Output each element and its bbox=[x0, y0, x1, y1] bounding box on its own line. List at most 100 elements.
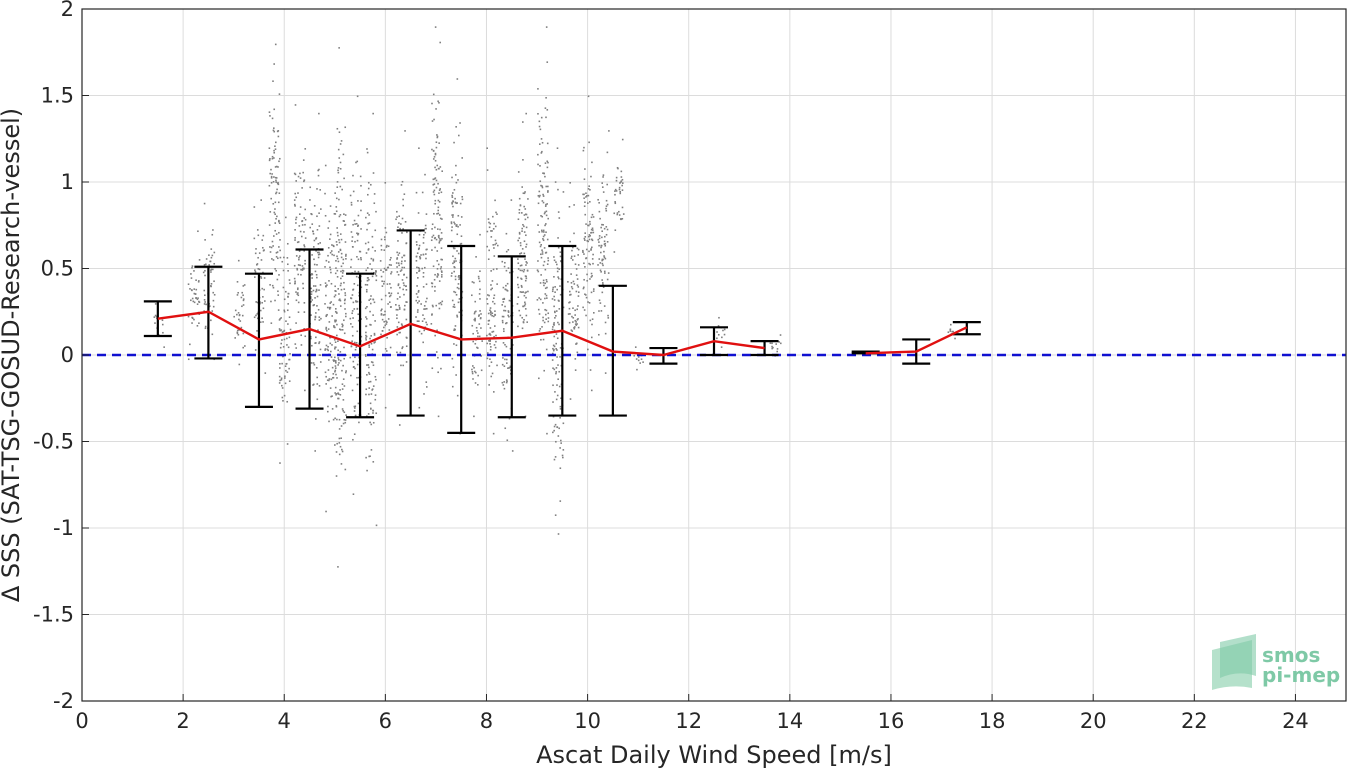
scatter-point bbox=[338, 418, 341, 421]
scatter-point bbox=[366, 228, 368, 231]
scatter-point bbox=[601, 230, 603, 233]
scatter-point bbox=[288, 279, 291, 281]
scatter-point bbox=[574, 369, 577, 371]
scatter-point bbox=[282, 330, 284, 333]
scatter-point bbox=[384, 227, 387, 229]
x-tick-label: 6 bbox=[379, 709, 392, 733]
scatter-point bbox=[405, 289, 408, 291]
scatter-point bbox=[300, 344, 303, 346]
scatter-point bbox=[254, 276, 256, 278]
scatter-point bbox=[521, 269, 523, 272]
scatter-point bbox=[356, 363, 359, 366]
scatter-point bbox=[284, 365, 287, 367]
scatter-point bbox=[640, 358, 643, 361]
scatter-point bbox=[576, 308, 578, 311]
scatter-point bbox=[517, 218, 520, 221]
scatter-point bbox=[236, 313, 238, 316]
scatter-point bbox=[332, 373, 335, 375]
scatter-point bbox=[716, 337, 718, 340]
scatter-point bbox=[328, 379, 330, 382]
scatter-point bbox=[552, 286, 554, 289]
scatter-point bbox=[325, 315, 327, 318]
scatter-point bbox=[338, 299, 340, 301]
scatter-point bbox=[204, 301, 206, 303]
scatter-point bbox=[584, 232, 586, 234]
scatter-point bbox=[571, 259, 574, 261]
scatter-point bbox=[282, 269, 285, 272]
scatter-point bbox=[558, 370, 561, 373]
scatter-point bbox=[556, 394, 559, 397]
scatter-point bbox=[636, 368, 638, 371]
scatter-point bbox=[255, 301, 257, 303]
scatter-point bbox=[339, 185, 342, 188]
scatter-point bbox=[606, 228, 609, 231]
scatter-point bbox=[519, 314, 522, 317]
scatter-point bbox=[386, 283, 389, 285]
scatter-point bbox=[318, 319, 321, 321]
scatter-point bbox=[453, 188, 456, 191]
scatter-point bbox=[193, 301, 196, 304]
scatter-point bbox=[242, 298, 245, 300]
scatter-point bbox=[432, 183, 435, 186]
scatter-point bbox=[324, 192, 326, 195]
scatter-point bbox=[341, 383, 344, 385]
scatter-point bbox=[344, 308, 346, 310]
scatter-point bbox=[387, 245, 390, 248]
scatter-point bbox=[319, 284, 322, 286]
scatter-point bbox=[287, 323, 289, 325]
scatter-point bbox=[336, 442, 338, 445]
scatter-point bbox=[343, 357, 346, 360]
scatter-point bbox=[334, 285, 336, 288]
scatter-point bbox=[370, 361, 373, 363]
scatter-point bbox=[297, 264, 300, 266]
scatter-point bbox=[538, 297, 540, 299]
scatter-point bbox=[380, 244, 383, 247]
scatter-point bbox=[475, 371, 477, 374]
scatter-point bbox=[262, 321, 264, 323]
scatter-point bbox=[588, 250, 590, 253]
scatter-point bbox=[356, 376, 358, 379]
scatter-point bbox=[270, 197, 272, 200]
scatter-point bbox=[620, 218, 622, 221]
scatter-point bbox=[304, 389, 306, 392]
scatter-point bbox=[327, 254, 329, 257]
scatter-point bbox=[286, 400, 289, 403]
scatter-point bbox=[384, 294, 387, 297]
scatter-point bbox=[477, 374, 479, 377]
scatter-point bbox=[458, 287, 460, 290]
scatter-point bbox=[196, 325, 199, 327]
scatter-point bbox=[366, 279, 369, 282]
scatter-point bbox=[601, 186, 604, 188]
scatter-point bbox=[539, 165, 541, 167]
scatter-point bbox=[319, 361, 322, 363]
scatter-point bbox=[618, 214, 621, 216]
scatter-point bbox=[370, 407, 372, 410]
scatter-point bbox=[281, 362, 283, 365]
scatter-point bbox=[451, 385, 454, 388]
scatter-point bbox=[297, 192, 299, 194]
scatter-point bbox=[540, 116, 543, 119]
scatter-point bbox=[282, 346, 285, 348]
scatter-point bbox=[433, 178, 436, 180]
scatter-point bbox=[303, 311, 306, 313]
scatter-point bbox=[504, 358, 506, 361]
scatter-point bbox=[619, 181, 622, 184]
scatter-point bbox=[310, 314, 312, 316]
scatter-point bbox=[341, 269, 344, 272]
scatter-point bbox=[349, 194, 352, 197]
scatter-point bbox=[397, 240, 399, 242]
scatter-point bbox=[480, 355, 483, 357]
scatter-point bbox=[375, 275, 378, 277]
scatter-point bbox=[423, 308, 425, 310]
scatter-point bbox=[614, 201, 616, 203]
scatter-point bbox=[418, 233, 421, 236]
scatter-point bbox=[275, 269, 277, 272]
scatter-point bbox=[372, 421, 375, 424]
scatter-point bbox=[330, 282, 333, 285]
scatter-point bbox=[460, 242, 463, 245]
scatter-point bbox=[621, 182, 624, 184]
scatter-point bbox=[271, 240, 274, 243]
scatter-point bbox=[350, 374, 352, 377]
scatter-point bbox=[493, 335, 495, 338]
scatter-point bbox=[492, 297, 495, 300]
